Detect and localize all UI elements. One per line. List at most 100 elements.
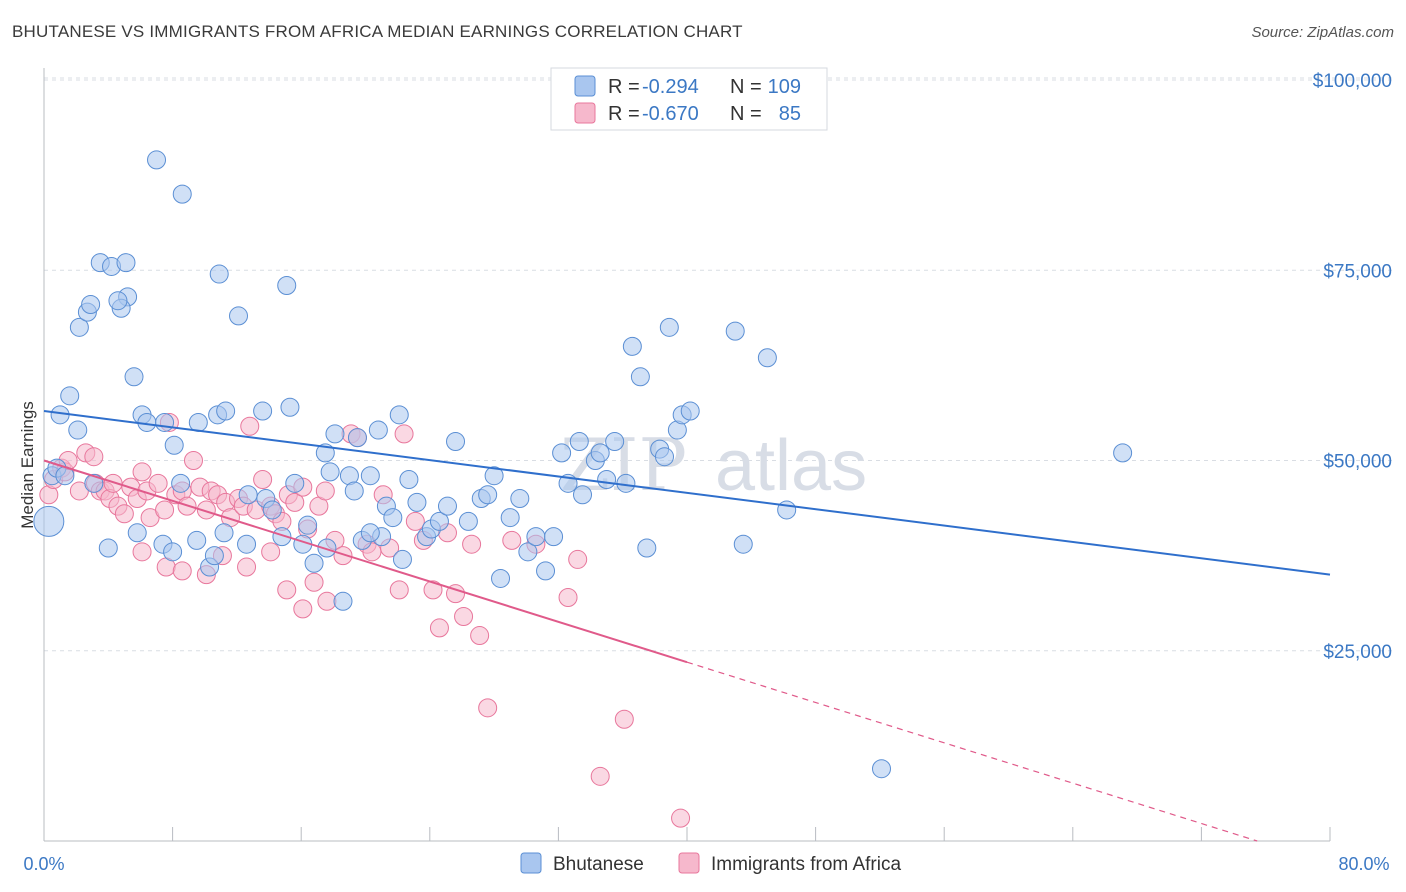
legend-r-label-2: R = — [608, 103, 640, 125]
bottom-legend-label-bhutanese: Bhutanese — [553, 854, 644, 875]
africa-point — [304, 572, 324, 592]
bhutanese-point — [298, 515, 318, 535]
legend-swatch-bhutanese — [574, 75, 596, 97]
bhutanese-point — [518, 542, 538, 562]
africa-point — [429, 618, 449, 638]
bhutanese-point — [187, 530, 207, 550]
trend-lines — [43, 410, 1331, 842]
bhutanese-point — [325, 424, 345, 444]
bhutanese-point — [458, 511, 478, 531]
africa-point — [558, 587, 578, 607]
africa-point — [196, 500, 216, 520]
bhutanese-point — [446, 431, 466, 451]
africa-point — [333, 546, 353, 566]
bhutanese-point — [108, 291, 128, 311]
bhutanese-point — [253, 401, 273, 421]
bhutanese-point — [163, 542, 183, 562]
bhutanese-point — [368, 420, 388, 440]
legend-n-value-2: 85 — [779, 103, 801, 125]
bhutanese-point — [510, 489, 530, 509]
africa-point — [183, 451, 203, 470]
legend-swatch-africa — [574, 102, 596, 124]
africa-point — [237, 557, 257, 577]
y-tick-label-3: $100,000 — [1313, 71, 1392, 92]
africa-point — [132, 542, 152, 562]
africa-point — [568, 549, 588, 569]
bhutanese-point — [597, 470, 617, 490]
bhutanese-point — [214, 523, 234, 543]
legend-n-value-1: 109 — [768, 76, 801, 98]
y-tick-label-0: $25,000 — [1323, 642, 1392, 663]
trend-line-africa-solid — [43, 459, 688, 664]
bhutanese-point — [68, 420, 88, 440]
africa-point — [261, 542, 281, 562]
bhutanese-point — [277, 275, 297, 295]
bottom-legend-swatch-bhutanese — [520, 852, 542, 874]
bhutanese-point — [188, 412, 208, 432]
bhutanese-point — [605, 431, 625, 451]
bhutanese-point — [429, 511, 449, 531]
bhutanese-point — [84, 473, 104, 493]
x-tick-label-1: 80.0% — [1338, 854, 1389, 874]
legend-r-value-2: -0.670 — [642, 103, 699, 125]
legend-r-value-1: -0.294 — [642, 76, 699, 98]
bhutanese-point — [237, 534, 257, 554]
africa-point — [470, 626, 490, 646]
africa-point — [317, 591, 337, 611]
bhutanese-point — [272, 527, 292, 547]
bottom-legend-label-africa: Immigrants from Africa — [711, 854, 901, 875]
bhutanese-point — [33, 505, 65, 537]
bhutanese-point — [622, 336, 642, 356]
bhutanese-point — [81, 294, 101, 314]
africa-point — [148, 473, 168, 493]
africa-point — [454, 607, 474, 627]
bhutanese-point — [333, 591, 353, 611]
bhutanese-point — [344, 481, 364, 501]
bhutanese-point — [437, 496, 457, 516]
bhutanese-point — [285, 473, 305, 493]
bhutanese-point — [637, 538, 657, 558]
series-legend: Bhutanese Immigrants from Africa — [520, 852, 901, 875]
correlation-legend: R = -0.294 N = 109 R = -0.670 N = 85 — [550, 67, 828, 131]
africa-point — [285, 492, 305, 512]
chart-title: BHUTANESE VS IMMIGRANTS FROM AFRICA MEDI… — [12, 22, 743, 41]
bhutanese-point — [484, 466, 504, 486]
africa-point — [315, 481, 335, 501]
bhutanese-point — [147, 150, 167, 170]
bhutanese-point — [69, 317, 89, 337]
x-tick-labels: 0.0% 80.0% — [23, 854, 1389, 874]
bhutanese-point — [552, 443, 572, 463]
bhutanese-point — [304, 553, 324, 573]
bhutanese-point — [229, 306, 249, 326]
africa-point — [394, 424, 414, 444]
bhutanese-point — [407, 492, 427, 512]
africa-point — [172, 561, 192, 581]
bhutanese-point — [60, 386, 80, 406]
africa-point — [590, 766, 610, 786]
bhutanese-point — [155, 412, 175, 432]
bhutanese-point — [320, 462, 340, 482]
africa-point — [423, 580, 443, 600]
bottom-legend-swatch-africa — [678, 852, 700, 874]
africa-point — [502, 530, 522, 550]
bhutanese-point — [280, 397, 300, 417]
bhutanese-point — [238, 485, 258, 505]
bhutanese-point — [757, 348, 777, 368]
bhutanese-point — [127, 523, 147, 543]
africa-point — [84, 447, 104, 467]
africa-point — [405, 511, 425, 531]
bhutanese-point — [659, 317, 679, 337]
y-tick-labels: $25,000 $50,000 $75,000 $100,000 — [1313, 71, 1392, 663]
bhutanese-point — [491, 568, 511, 588]
africa-point — [462, 534, 482, 554]
africa-point — [277, 580, 297, 600]
legend-r-label-1: R = — [608, 76, 640, 98]
bhutanese-point — [360, 523, 380, 543]
africa-point — [155, 500, 175, 520]
axes — [43, 68, 1331, 842]
bhutanese-point — [124, 367, 144, 387]
bhutanese-point — [725, 321, 745, 341]
bhutanese-point — [392, 549, 412, 569]
africa-point — [240, 416, 260, 436]
